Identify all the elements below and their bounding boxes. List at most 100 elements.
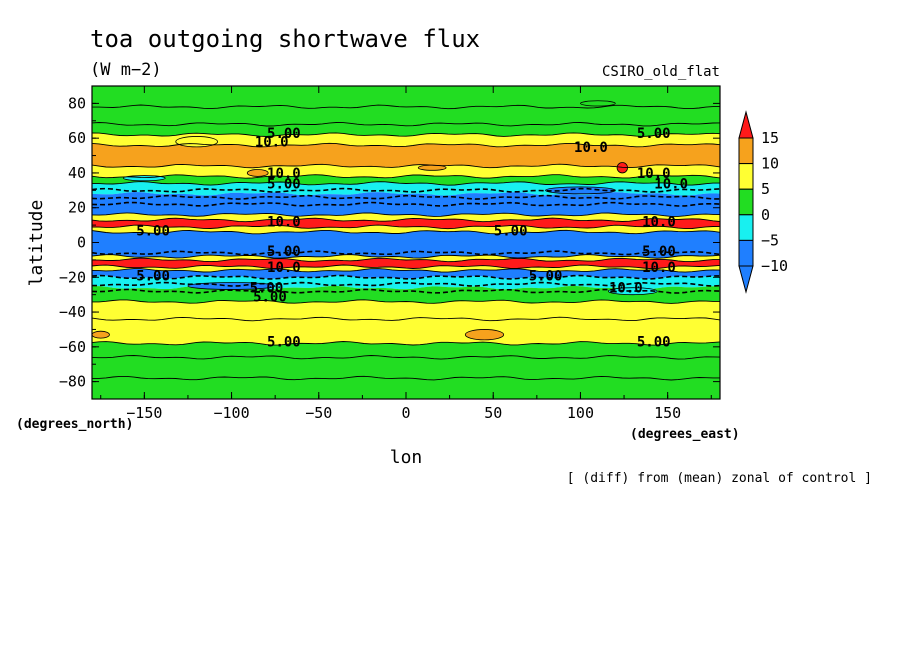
y-tick-label: 20 [68, 199, 86, 217]
contour-label: 5.00 [267, 126, 301, 142]
x-tick-label: 100 [567, 404, 594, 422]
contour-line [92, 212, 720, 217]
contour-line [92, 174, 720, 179]
contour-line [92, 281, 720, 287]
chart-title: toa outgoing shortwave flux [90, 25, 480, 53]
contour-line [92, 122, 720, 127]
x-tick-label: 50 [484, 404, 502, 422]
contour-patch [607, 287, 658, 296]
zonal-band [92, 225, 720, 234]
y-tick-label: 60 [68, 129, 86, 147]
contour-label: 5.00 [637, 335, 671, 351]
y-tick-label: −20 [59, 268, 86, 286]
x-tick-label: −50 [305, 404, 332, 422]
contour-label: 10.0 [255, 135, 289, 151]
contour-label: 5.00 [642, 244, 676, 260]
colorbar-arrow-bottom [738, 265, 754, 294]
contour-line [92, 264, 720, 270]
contour-line [92, 254, 720, 259]
contour-line [92, 341, 720, 346]
x-tick-label: −150 [126, 404, 162, 422]
y-tick-label: 40 [68, 164, 86, 182]
contour-label: 10.0 [609, 281, 643, 297]
colorbar-swatch [738, 163, 754, 190]
contour-label: 5.00 [267, 244, 301, 260]
contour-label: 5.00 [637, 126, 671, 142]
zonal-band [92, 230, 720, 259]
contour-line [92, 224, 720, 230]
y-tick-label: 80 [68, 94, 86, 112]
zonal-band [92, 317, 720, 346]
contour-line [92, 201, 720, 207]
contour-label: 10.0 [267, 215, 301, 231]
y-axis-label: latitude [26, 200, 47, 287]
contour-line [92, 104, 720, 110]
y-axis-units: (degrees_north) [16, 417, 133, 432]
contour-label: 5.00 [136, 269, 170, 285]
contour-line [92, 316, 720, 322]
x-tick-label: −100 [213, 404, 249, 422]
colorbar-swatch [738, 239, 754, 267]
contour-label: 5.00 [267, 335, 301, 351]
zonal-band [92, 254, 720, 262]
zonal-band [92, 86, 720, 126]
x-axis-label: lon [390, 447, 423, 468]
zonal-band [92, 341, 720, 360]
y-tick-label: −40 [59, 303, 86, 321]
contour-label: 5.00 [494, 223, 528, 239]
contour-line [92, 268, 720, 273]
contour-label: 5.00 [250, 281, 284, 297]
contour-line [92, 132, 720, 137]
contour-patch [246, 169, 269, 177]
contour-line [92, 229, 720, 235]
contour-label: 10.0 [654, 176, 688, 192]
contour-patch [175, 136, 219, 148]
zonal-band [92, 143, 720, 168]
contour-label: 5.00 [529, 269, 563, 285]
contour-line [92, 217, 720, 223]
contour-line [92, 288, 720, 294]
colorbar-label: −5 [761, 231, 779, 249]
zonal-band [92, 355, 720, 399]
contour-label: 10.0 [642, 215, 676, 231]
colorbar-label: 5 [761, 180, 770, 198]
zonal-band [92, 212, 720, 222]
contour-line [92, 142, 720, 148]
y-tick-label: 0 [77, 234, 86, 252]
colorbar-label: 10 [761, 155, 779, 173]
contour-label: 5.00 [253, 289, 287, 305]
colorbar-arrow-top [738, 110, 754, 139]
contour-label: 10.0 [642, 260, 676, 276]
model-name: CSIRO_old_flat [602, 64, 720, 80]
y-tick-label: −80 [59, 373, 86, 391]
contour-label: 10.0 [574, 140, 608, 156]
y-axis: 80 60 40 20 0 −20 −40 −60 −80 [59, 85, 720, 400]
colorbar-label: 15 [761, 129, 779, 147]
zonal-band [92, 285, 720, 304]
colorbar-swatch [738, 214, 754, 241]
colorbar: 15 10 5 0 −5 −10 [738, 110, 788, 294]
colorbar-swatch [738, 137, 754, 165]
zonal-band [92, 299, 720, 321]
contour-line [92, 274, 720, 280]
x-tick-label: 0 [401, 404, 410, 422]
zonal-band [92, 122, 720, 137]
y-tick-label: −60 [59, 338, 86, 356]
contour-label: 10.0 [637, 166, 671, 182]
contour-line [92, 299, 720, 304]
contour-line [92, 163, 720, 169]
contour-line [92, 194, 720, 200]
colorbar-label: −10 [761, 257, 788, 275]
comparison-note: [ (diff) from (mean) zonal of control ] [567, 471, 872, 486]
x-axis-units: (degrees_east) [630, 427, 740, 442]
contour-line [92, 355, 720, 360]
chart-units: (W m−2) [90, 60, 162, 80]
contour-label: 10.0 [267, 260, 301, 276]
contour-line [92, 250, 720, 256]
contour-patch [580, 100, 616, 107]
contour-line [92, 181, 720, 186]
colorbar-label: 0 [761, 206, 770, 224]
colorbar-swatch [738, 188, 754, 216]
x-tick-label: 150 [654, 404, 681, 422]
